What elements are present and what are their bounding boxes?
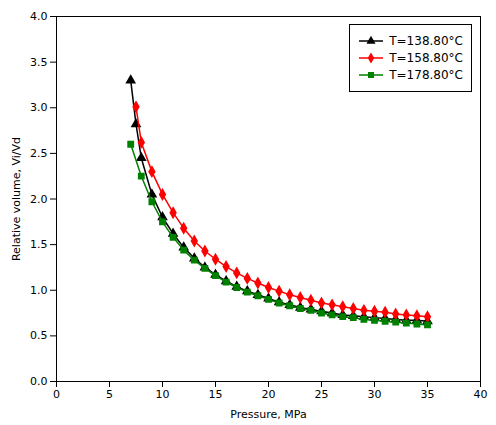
html-text:T=138.80°C: T=138.80°C bbox=[389, 34, 463, 48]
svg-text:2.5: 2.5 bbox=[30, 147, 48, 160]
html-text:T=178.80°C: T=178.80°C bbox=[389, 68, 463, 82]
svg-text:2.0: 2.0 bbox=[30, 193, 48, 206]
svg-text:5: 5 bbox=[106, 388, 113, 401]
svg-text:20: 20 bbox=[262, 388, 276, 401]
svg-text:0.0: 0.0 bbox=[30, 375, 48, 388]
svg-text:30: 30 bbox=[368, 388, 382, 401]
svg-text:0: 0 bbox=[53, 388, 60, 401]
svg-text:10: 10 bbox=[156, 388, 170, 401]
svg-text:0.5: 0.5 bbox=[30, 329, 48, 342]
svg-text:4.0: 4.0 bbox=[30, 10, 48, 23]
svg-text:25: 25 bbox=[315, 388, 329, 401]
svg-text:40: 40 bbox=[474, 388, 488, 401]
svg-text:1.5: 1.5 bbox=[30, 238, 48, 251]
svg-text:15: 15 bbox=[209, 388, 223, 401]
svg-text:3.0: 3.0 bbox=[30, 101, 48, 114]
svg-text:Relative volume, Vi/Vd: Relative volume, Vi/Vd bbox=[10, 137, 23, 261]
svg-text:35: 35 bbox=[421, 388, 435, 401]
svg-text:Pressure, MPa: Pressure, MPa bbox=[230, 408, 306, 421]
html-text:T=158.80°C: T=158.80°C bbox=[389, 51, 463, 65]
svg-text:1.0: 1.0 bbox=[30, 284, 48, 297]
svg-text:3.5: 3.5 bbox=[30, 56, 48, 69]
